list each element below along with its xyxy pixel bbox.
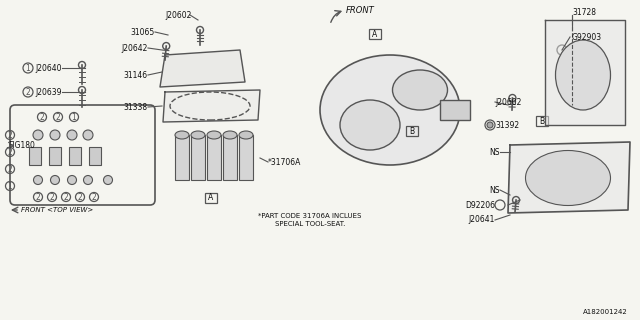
Bar <box>69 147 81 165</box>
Circle shape <box>67 175 77 185</box>
Ellipse shape <box>525 150 611 205</box>
Text: 2: 2 <box>36 193 40 202</box>
Text: 2: 2 <box>50 193 54 202</box>
Circle shape <box>50 130 60 140</box>
Text: A182001242: A182001242 <box>583 309 628 315</box>
Text: 2: 2 <box>77 193 83 202</box>
Circle shape <box>487 122 493 128</box>
Circle shape <box>33 130 43 140</box>
Ellipse shape <box>207 131 221 139</box>
Text: 2: 2 <box>8 164 12 173</box>
Text: 2: 2 <box>8 131 12 140</box>
Ellipse shape <box>239 131 253 139</box>
Text: 1: 1 <box>72 113 76 122</box>
Text: 31065: 31065 <box>131 28 155 36</box>
Text: J20640: J20640 <box>35 63 61 73</box>
Text: J20639: J20639 <box>35 87 61 97</box>
Text: J20602: J20602 <box>495 98 522 107</box>
Text: G92903: G92903 <box>572 33 602 42</box>
Text: FRONT <TOP VIEW>: FRONT <TOP VIEW> <box>21 207 93 213</box>
Text: *PART CODE 31706A INCLUES
SPECIAL TOOL-SEAT.: *PART CODE 31706A INCLUES SPECIAL TOOL-S… <box>259 213 362 227</box>
Text: 31728: 31728 <box>572 7 596 17</box>
Text: 31146: 31146 <box>124 70 148 79</box>
Ellipse shape <box>392 70 447 110</box>
Ellipse shape <box>320 55 460 165</box>
Circle shape <box>67 130 77 140</box>
Ellipse shape <box>340 100 400 150</box>
Text: *31706A: *31706A <box>268 157 301 166</box>
Bar <box>89 147 101 165</box>
Circle shape <box>83 130 93 140</box>
Text: FRONT: FRONT <box>346 5 375 14</box>
Circle shape <box>33 175 42 185</box>
Circle shape <box>51 175 60 185</box>
Text: J20602: J20602 <box>165 11 191 20</box>
Text: A: A <box>372 29 378 38</box>
Bar <box>191 135 205 180</box>
Circle shape <box>83 175 93 185</box>
Polygon shape <box>160 50 245 87</box>
Ellipse shape <box>175 131 189 139</box>
Polygon shape <box>163 90 260 122</box>
Text: 1: 1 <box>8 181 12 190</box>
Text: 31338: 31338 <box>124 102 148 111</box>
Polygon shape <box>545 20 625 125</box>
Text: 31392: 31392 <box>495 121 519 130</box>
Bar <box>223 135 237 180</box>
Text: 2: 2 <box>8 148 12 156</box>
Polygon shape <box>508 142 630 213</box>
Text: B: B <box>410 126 415 135</box>
Bar <box>175 135 189 180</box>
Text: 2: 2 <box>26 87 30 97</box>
Text: FIG180: FIG180 <box>8 140 35 149</box>
Text: J20641: J20641 <box>468 215 495 225</box>
Text: D92206: D92206 <box>465 201 495 210</box>
Text: 2: 2 <box>92 193 97 202</box>
Text: J20642: J20642 <box>122 44 148 52</box>
Text: 2: 2 <box>63 193 68 202</box>
Text: 2: 2 <box>56 113 60 122</box>
Text: B: B <box>540 116 545 125</box>
Text: A: A <box>209 194 214 203</box>
Text: 1: 1 <box>26 63 30 73</box>
Bar <box>440 100 470 120</box>
Circle shape <box>104 175 113 185</box>
Ellipse shape <box>223 131 237 139</box>
Ellipse shape <box>191 131 205 139</box>
Text: NS: NS <box>490 186 500 195</box>
Bar <box>49 147 61 165</box>
Bar <box>239 135 253 180</box>
Ellipse shape <box>556 40 611 110</box>
Bar <box>29 147 41 165</box>
Bar <box>207 135 221 180</box>
Text: 2: 2 <box>40 113 44 122</box>
Text: NS: NS <box>490 148 500 156</box>
